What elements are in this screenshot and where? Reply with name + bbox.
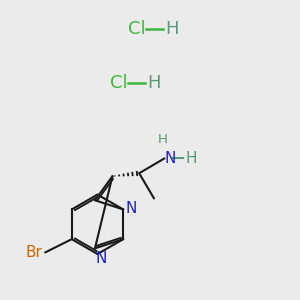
Text: N: N [125,201,136,216]
Text: H: H [158,134,167,146]
Text: Cl: Cl [128,20,146,38]
Text: Cl: Cl [110,74,128,92]
Text: H: H [185,151,197,166]
Text: N: N [96,251,107,266]
Text: N: N [164,151,176,166]
Text: H: H [165,20,178,38]
Text: Br: Br [25,245,42,260]
Text: H: H [147,74,160,92]
